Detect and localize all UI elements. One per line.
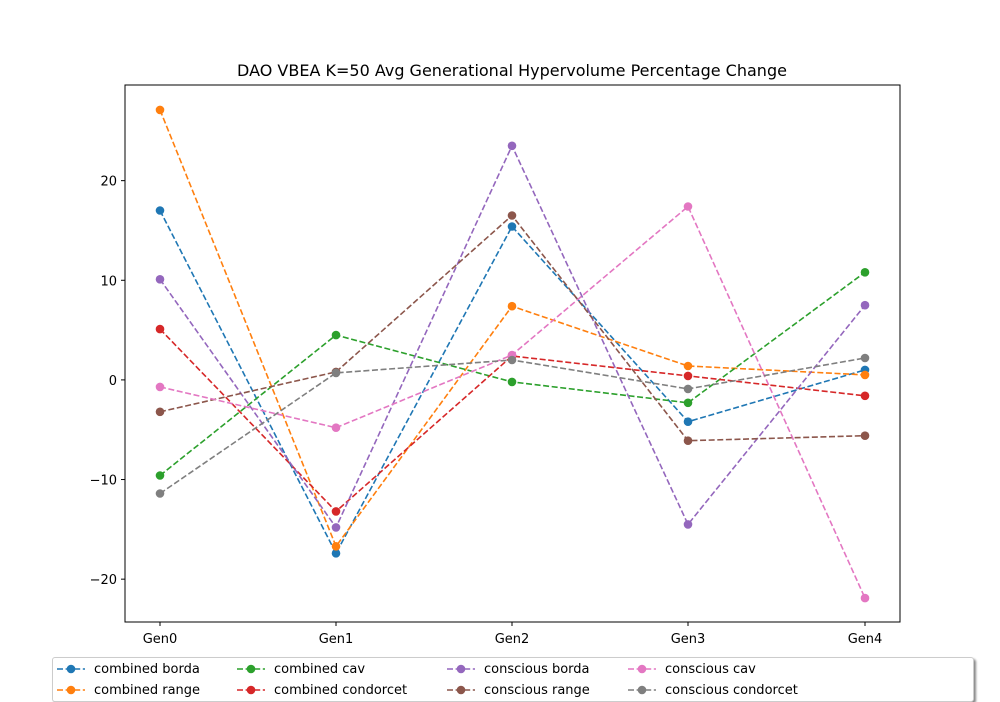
series-line: [159, 328, 866, 513]
legend-swatch: [447, 685, 475, 695]
data-point: [155, 105, 165, 115]
series-line: [159, 109, 866, 548]
legend-swatch: [57, 685, 85, 695]
legend-label: conscious cav: [665, 661, 756, 677]
series-line: [159, 205, 866, 599]
legend-entry: conscious range: [446, 680, 590, 700]
legend: combined borda combined range combined cav…: [52, 657, 974, 702]
y-tick-label: 20: [100, 175, 117, 190]
series-conscious-cav: [155, 202, 870, 603]
legend-entry: conscious cav: [627, 659, 756, 679]
data-point: [860, 370, 870, 380]
data-point: [683, 417, 693, 427]
y-tick-label: −20: [90, 573, 117, 588]
data-point: [331, 507, 341, 516]
y-tick-label: 0: [109, 374, 117, 389]
legend-entry: combined condorcet: [236, 680, 407, 700]
data-point: [860, 593, 870, 603]
data-point: [331, 549, 341, 558]
legend-label: conscious borda: [484, 661, 590, 677]
data-point: [683, 436, 693, 446]
legend-swatch: [237, 664, 265, 674]
data-point: [155, 489, 165, 498]
data-point: [860, 300, 870, 310]
data-point: [507, 222, 517, 231]
series-line: [159, 143, 866, 529]
series-layer: [155, 105, 870, 603]
series-line: [159, 214, 866, 442]
data-point: [155, 382, 165, 392]
series-combined-range: [155, 105, 870, 551]
data-point: [155, 407, 165, 417]
series-line: [159, 210, 866, 556]
x-tick-label: Gen1: [319, 632, 354, 647]
data-point: [860, 353, 870, 363]
legend-label: combined cav: [274, 661, 366, 677]
data-point: [683, 384, 693, 394]
data-point: [507, 211, 517, 220]
data-point: [331, 368, 341, 378]
data-point: [507, 377, 517, 387]
axes-layer: Gen0 Gen1 Gen2 Gen3 Gen4 −20 −10 0 10 20: [90, 84, 901, 647]
x-tick-label: Gen2: [495, 632, 530, 647]
data-point: [507, 355, 517, 365]
data-point: [860, 431, 870, 441]
data-point: [860, 391, 870, 401]
data-point: [155, 206, 165, 215]
legend-entry: conscious condorcet: [627, 680, 798, 700]
legend-entry: combined borda: [56, 659, 200, 679]
x-tick-label: Gen4: [848, 632, 883, 647]
x-tick-label: Gen0: [143, 632, 178, 647]
legend-swatch: [628, 664, 656, 674]
legend-swatch: [237, 685, 265, 695]
legend-label: conscious range: [484, 682, 590, 698]
data-point: [331, 330, 341, 340]
series-conscious-borda: [155, 141, 870, 532]
legend-swatch: [628, 685, 656, 695]
data-point: [683, 398, 693, 408]
x-tick-label: Gen3: [671, 632, 706, 647]
data-point: [155, 275, 165, 284]
legend-label: conscious condorcet: [665, 682, 798, 698]
legend-label: combined borda: [94, 661, 200, 677]
legend-label: combined range: [94, 682, 201, 698]
legend-entry: conscious borda: [446, 659, 590, 679]
y-tick-label: −10: [90, 474, 117, 489]
data-point: [683, 361, 693, 371]
legend-swatch: [57, 664, 85, 674]
data-point: [331, 523, 341, 532]
legend-entry: combined cav: [236, 659, 365, 679]
data-point: [683, 371, 693, 381]
data-point: [331, 542, 341, 551]
data-point: [507, 141, 517, 151]
series-conscious-condorcet: [155, 353, 870, 498]
data-point: [507, 301, 517, 311]
series-combined-cav: [155, 268, 870, 480]
y-tick-label: 10: [100, 274, 117, 289]
data-point: [331, 423, 341, 433]
data-point: [155, 324, 165, 334]
data-point: [860, 268, 870, 277]
legend-label: combined condorcet: [274, 682, 408, 698]
legend-swatch: [447, 664, 475, 674]
legend-entry: combined range: [56, 680, 200, 700]
data-point: [683, 520, 693, 529]
data-point: [155, 471, 165, 480]
data-point: [683, 202, 693, 211]
chart-title: DAO VBEA K=50 Avg Generational Hypervolu…: [237, 61, 787, 80]
